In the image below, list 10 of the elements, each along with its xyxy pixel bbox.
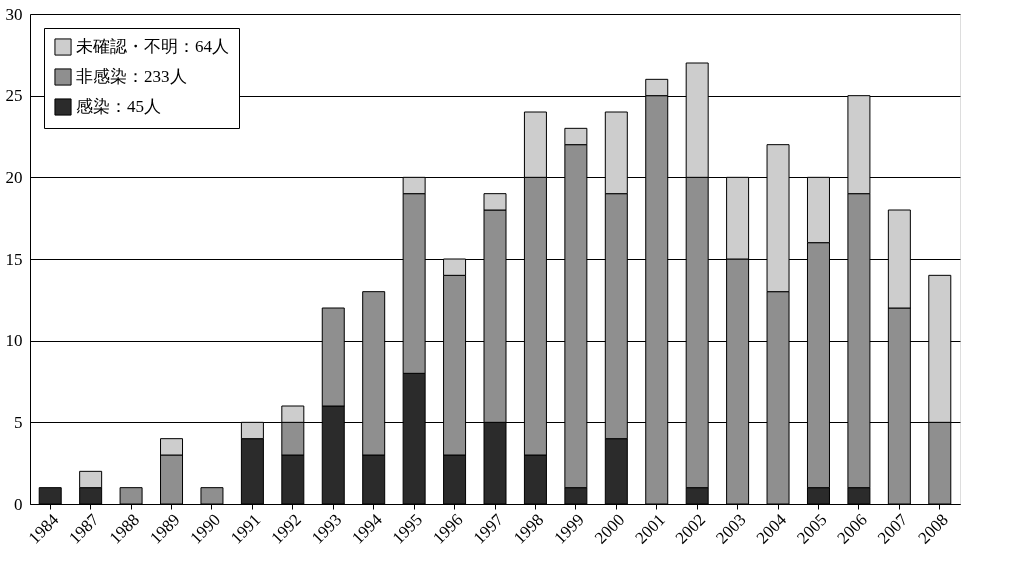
y-tick-label: 10 bbox=[5, 331, 23, 351]
legend-label: 未確認・不明：64人 bbox=[76, 37, 229, 56]
legend-label: 感染：45人 bbox=[76, 97, 161, 116]
y-tick-label: 25 bbox=[5, 86, 23, 106]
legend-label: 非感染：233人 bbox=[76, 67, 187, 86]
y-tick-label: 0 bbox=[14, 494, 23, 514]
y-tick-label: 15 bbox=[5, 249, 23, 269]
y-tick-label: 30 bbox=[5, 4, 23, 24]
y-tick-label: 5 bbox=[14, 412, 23, 432]
y-tick-label: 20 bbox=[5, 167, 23, 187]
